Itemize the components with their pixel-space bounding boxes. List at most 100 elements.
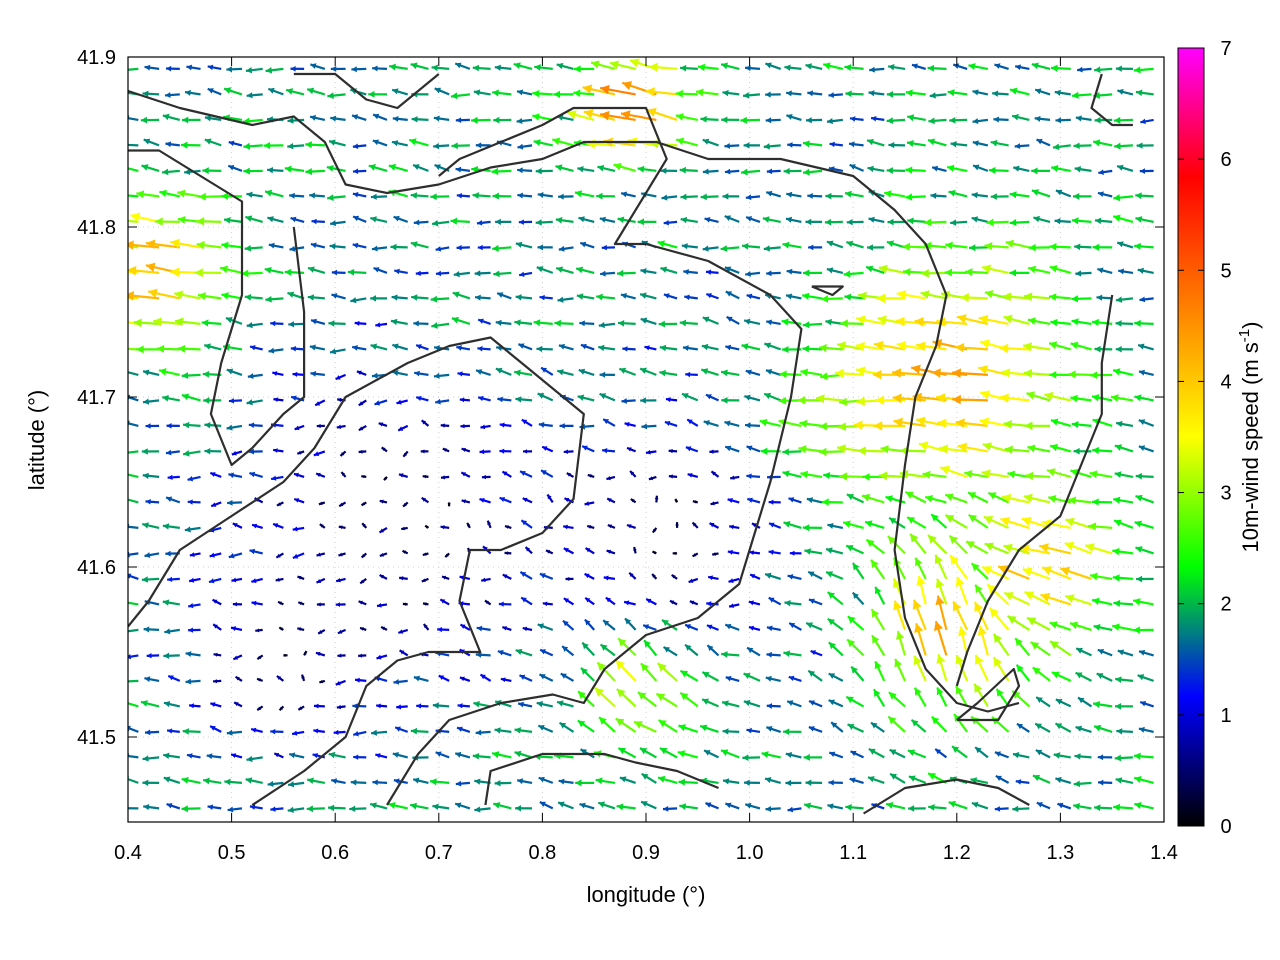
wind-arrow [581, 445, 595, 453]
wind-arrow [141, 448, 160, 455]
wind-arrow [633, 720, 657, 733]
wind-arrow [1031, 62, 1051, 70]
wind-arrow [620, 191, 636, 198]
wind-arrow [378, 526, 388, 534]
wind-arrow [1134, 394, 1154, 402]
wind-arrow [617, 637, 637, 657]
wind-arrow [209, 552, 222, 558]
wind-arrow [438, 674, 450, 682]
wind-arrow [1034, 115, 1051, 122]
wind-arrow [391, 88, 409, 96]
wind-arrow [521, 418, 533, 427]
wind-arrow [605, 596, 616, 606]
colorbar-tick-label: 5 [1220, 260, 1231, 282]
wind-arrow [142, 522, 160, 529]
wind-arrow [912, 599, 927, 631]
wind-arrow [565, 576, 574, 582]
wind-arrow [657, 240, 678, 249]
wind-arrow [383, 476, 388, 481]
wind-arrow [916, 341, 947, 352]
wind-arrow [1070, 341, 1092, 351]
wind-arrow [1092, 139, 1113, 147]
wind-arrow [931, 368, 968, 378]
wind-arrow [847, 723, 865, 733]
wind-arrow [497, 649, 512, 657]
wind-arrow [869, 66, 885, 73]
wind-arrow [787, 142, 802, 148]
wind-arrow [935, 595, 948, 631]
wind-arrow [785, 293, 802, 300]
wind-arrow [596, 192, 615, 200]
wind-arrow [928, 803, 947, 811]
wind-arrow [850, 750, 865, 759]
wind-arrow [1138, 419, 1155, 427]
wind-arrow [725, 675, 740, 682]
wind-arrow [447, 502, 451, 507]
wind-arrow [309, 192, 325, 199]
wind-arrow [223, 87, 243, 96]
wind-arrow [657, 775, 678, 784]
wind-arrow [887, 715, 906, 733]
wind-arrow [351, 66, 367, 73]
wind-arrow [475, 651, 491, 658]
wind-arrow [662, 646, 678, 657]
wind-arrow [186, 753, 201, 759]
wind-arrow [1094, 804, 1113, 812]
wind-arrow [273, 397, 284, 402]
wind-arrow [273, 752, 284, 759]
wind-arrow [290, 216, 305, 223]
wind-arrow [802, 168, 823, 176]
wind-arrow [520, 596, 533, 606]
wind-arrow [836, 341, 864, 351]
wind-arrow [352, 242, 367, 249]
wind-arrow [586, 524, 595, 529]
wind-arrow [410, 192, 429, 199]
wind-arrow [278, 705, 285, 712]
wind-arrow [768, 499, 781, 505]
wind-arrow [744, 422, 761, 429]
wind-arrow [680, 193, 698, 201]
wind-arrow [575, 266, 595, 274]
wind-arrow [747, 497, 761, 504]
wind-arrow [232, 522, 243, 529]
wind-arrow [133, 318, 160, 328]
wind-arrow [599, 110, 636, 121]
wind-arrow [166, 803, 181, 810]
wind-arrow [1011, 114, 1030, 121]
wind-arrow [228, 552, 243, 559]
wind-arrow [886, 167, 906, 174]
wind-arrow [1115, 777, 1134, 784]
wind-arrow [1089, 470, 1113, 479]
wind-arrow [495, 218, 512, 225]
wind-arrow [454, 62, 471, 70]
wind-arrow [491, 751, 512, 759]
wind-arrow [249, 345, 263, 351]
wind-arrow [679, 803, 698, 811]
wind-arrow [990, 139, 1009, 147]
wind-arrow [602, 619, 616, 631]
wind-arrow [396, 704, 408, 710]
wind-arrow [783, 650, 802, 657]
wind-arrow [519, 470, 533, 478]
wind-arrow [842, 520, 864, 529]
wind-arrow [1136, 142, 1154, 149]
wind-arrow [768, 549, 781, 555]
wind-arrow [682, 345, 698, 352]
wind-arrow [677, 750, 699, 759]
wind-arrow [430, 295, 450, 303]
wind-arrow [499, 422, 512, 428]
wind-arrow [675, 89, 698, 98]
wind-arrow [829, 141, 843, 148]
wind-arrow [763, 392, 782, 402]
wind-arrow [336, 704, 346, 710]
wind-arrow [329, 220, 346, 227]
wind-arrow [802, 321, 823, 329]
wind-arrow [1097, 267, 1113, 274]
wind-arrow [398, 473, 409, 478]
wind-arrow [247, 373, 263, 380]
wind-arrow [378, 422, 388, 427]
wind-arrow [705, 269, 719, 275]
wind-arrow [165, 141, 180, 148]
wind-arrow [933, 620, 948, 656]
